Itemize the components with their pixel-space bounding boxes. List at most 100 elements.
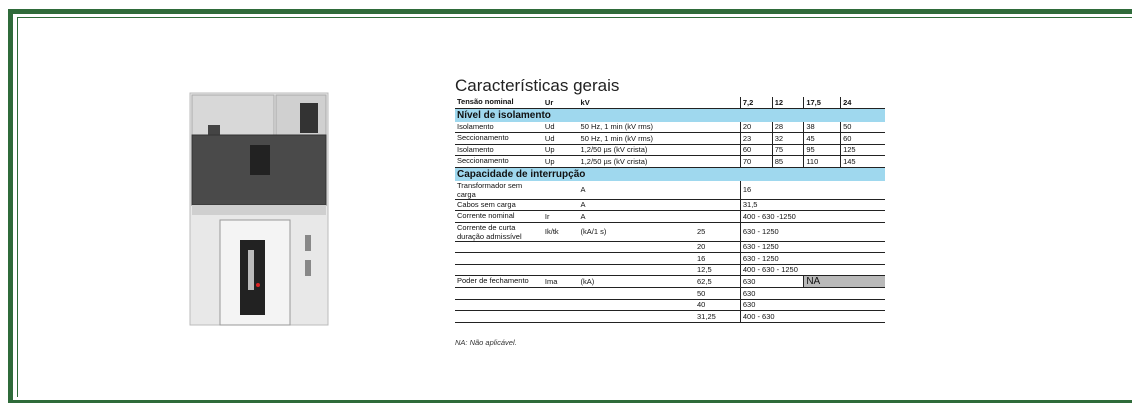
- table-row: Transformador sem carga A 16: [455, 180, 885, 200]
- row-sub: 20: [695, 241, 741, 253]
- row-unit: [578, 310, 696, 323]
- row-value: 50: [840, 121, 885, 133]
- row-label: Tensão nominal: [455, 97, 543, 109]
- row-value: 110: [803, 155, 841, 168]
- row-sub: [695, 144, 741, 156]
- row-sub: 40: [695, 299, 741, 311]
- table-row: 31,25 400 - 630: [455, 310, 885, 323]
- characteristics-table: Tensão nominal Ur kV 7,2 12 17,5 24 Nível de is…: [455, 97, 885, 323]
- table-row: 16 630 - 1250: [455, 252, 885, 265]
- row-sub: [695, 210, 741, 223]
- switchgear-image: [189, 92, 329, 326]
- row-symbol: [542, 180, 579, 200]
- row-label: Seccionamento: [455, 155, 543, 168]
- table-row: Seccionamento Ud 50 Hz, 1 min (kV rms) 23 32…: [455, 132, 885, 145]
- row-value: 60: [739, 144, 773, 156]
- row-value: 630: [739, 275, 804, 288]
- row-unit: (kA/1 s): [578, 222, 696, 242]
- row-value: 630 - 1250: [739, 252, 885, 265]
- row-label: Isolamento: [455, 121, 543, 133]
- row-value: 45: [803, 132, 841, 145]
- row-symbol: [542, 287, 579, 300]
- row-sub: 12,5: [695, 264, 741, 276]
- row-symbol: [542, 241, 579, 253]
- row-unit: [578, 241, 696, 253]
- row-unit: [578, 287, 696, 300]
- row-value: 75: [771, 144, 804, 156]
- row-sub: [695, 97, 741, 109]
- row-unit: A: [578, 210, 696, 223]
- table-row: Seccionamento Up 1,2/50 µs (kV crista) 70 85…: [455, 155, 885, 168]
- row-unit: A: [578, 180, 696, 200]
- table-row: Corrente de curta duração admissível Ik/t…: [455, 222, 885, 242]
- row-value: 60: [840, 132, 885, 145]
- row-value: 38: [803, 121, 841, 133]
- inner-frame: [17, 17, 1132, 397]
- table-row: Isolamento Ud 50 Hz, 1 min (kV rms) 20 28 38 5…: [455, 121, 885, 133]
- row-unit: (kA): [578, 275, 696, 288]
- row-sub: 62,5: [695, 275, 741, 288]
- footnote: NA: Não aplicável.: [455, 338, 517, 347]
- row-sub: 50: [695, 287, 741, 300]
- row-symbol: [542, 199, 579, 211]
- row-value: 630 - 1250: [739, 222, 885, 242]
- row-value: NA: [803, 275, 885, 288]
- row-value: 125: [840, 144, 885, 156]
- row-symbol: Ud: [542, 132, 579, 145]
- row-sub: 25: [695, 222, 741, 242]
- row-value: 95: [803, 144, 841, 156]
- row-unit: A: [578, 199, 696, 211]
- row-label: [455, 287, 543, 300]
- row-sub: 31,25: [695, 310, 741, 323]
- row-label: [455, 299, 543, 311]
- section-title: Nível de isolamento: [455, 108, 885, 122]
- row-value: 630: [739, 299, 885, 311]
- row-symbol: Up: [542, 144, 579, 156]
- table-row: 50 630: [455, 287, 885, 300]
- row-label: Isolamento: [455, 144, 543, 156]
- row-label: [455, 310, 543, 323]
- row-label: Seccionamento: [455, 132, 543, 145]
- row-value: 32: [771, 132, 804, 145]
- row-value: 630: [739, 287, 885, 300]
- table-row: Isolamento Up 1,2/50 µs (kV crista) 60 75 95 1…: [455, 144, 885, 156]
- row-symbol: [542, 264, 579, 276]
- row-symbol: Ima: [542, 275, 579, 288]
- row-sub: [695, 180, 741, 200]
- row-value: 20: [739, 121, 773, 133]
- table-row: 40 630: [455, 299, 885, 311]
- row-label: Poder de fechamento: [455, 275, 543, 288]
- row-symbol: Ur: [542, 97, 579, 109]
- row-unit: [578, 299, 696, 311]
- table-row: Poder de fechamento Ima (kA) 62,5 630 NA: [455, 275, 885, 288]
- section-title: Capacidade de interrupção: [455, 167, 885, 181]
- row-value: 400 - 630: [739, 310, 885, 323]
- row-sub: [695, 121, 741, 133]
- row-unit: [578, 252, 696, 265]
- row-value: 23: [739, 132, 773, 145]
- row-sub: 16: [695, 252, 741, 265]
- row-sub: [695, 155, 741, 168]
- row-unit: 1,2/50 µs (kV crista): [578, 155, 696, 168]
- row-sub: [695, 132, 741, 145]
- row-unit: 50 Hz, 1 min (kV rms): [578, 132, 696, 145]
- row-symbol: Up: [542, 155, 579, 168]
- row-value: 24: [840, 97, 885, 109]
- row-value: 28: [771, 121, 804, 133]
- row-value: 70: [739, 155, 773, 168]
- row-label: [455, 241, 543, 253]
- table-row: Cabos sem carga A 31,5: [455, 199, 885, 211]
- row-value: 400 - 630 -1250: [739, 210, 885, 223]
- row-value: 400 - 630 - 1250: [739, 264, 885, 276]
- section-row: Nível de isolamento: [455, 108, 885, 122]
- table-row: 12,5 400 - 630 - 1250: [455, 264, 885, 276]
- row-label: Corrente nominal: [455, 210, 543, 223]
- table-title: Características gerais: [455, 76, 620, 95]
- row-value: 17,5: [803, 97, 841, 109]
- row-unit: kV: [578, 97, 696, 109]
- row-label: [455, 264, 543, 276]
- row-unit: [578, 264, 696, 276]
- row-value: 12: [771, 97, 804, 109]
- row-symbol: [542, 252, 579, 265]
